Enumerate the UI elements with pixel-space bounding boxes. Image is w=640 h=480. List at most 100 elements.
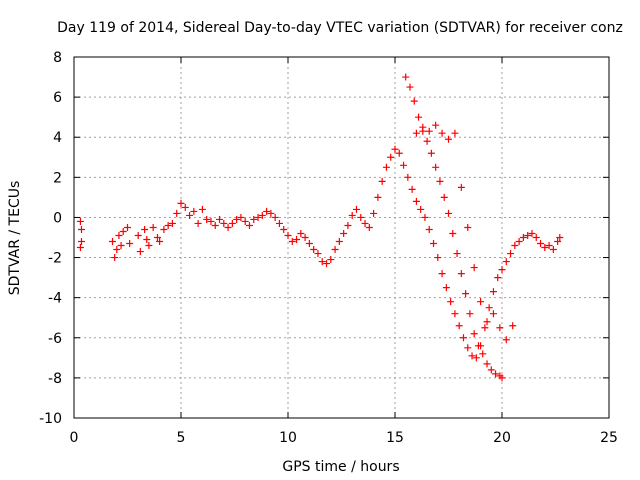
data-point-marker [134,231,142,239]
y-tick-label: 6 [53,90,62,106]
data-point-marker [241,217,249,225]
data-point-marker [145,242,153,250]
data-point-marker [402,73,410,81]
data-point-marker [327,256,335,264]
data-point-marker [427,149,435,157]
data-point-marker [532,234,540,241]
data-point-marker [415,113,423,121]
data-point-marker [457,270,465,278]
y-tick-label: -8 [48,371,62,387]
data-point-marker [156,238,164,246]
data-point-marker [421,213,429,221]
data-point-marker [466,310,474,318]
data-point-marker [271,213,279,221]
data-point-marker [434,254,442,262]
data-point-marker [524,231,532,239]
data-point-marker [220,219,228,227]
data-point-marker [391,145,399,153]
chart-title: Day 119 of 2014, Sidereal Day-to-day VTE… [57,20,623,36]
data-point-marker [507,250,515,258]
data-point-marker [438,129,446,137]
data-point-marker [404,173,412,181]
data-point-marker [387,153,395,161]
data-point-marker [318,258,326,266]
data-point-marker [305,240,313,248]
plot-frame [73,56,610,419]
y-tick-label: 8 [53,50,62,66]
data-point-marker [496,324,504,332]
data-point-marker [280,225,288,233]
data-point-marker [440,193,448,201]
data-point-marker [436,177,444,185]
data-point-marker [537,240,545,248]
data-point-marker [177,199,185,207]
data-point-marker [186,211,194,219]
data-point-marker [554,238,562,246]
data-point-marker [412,129,420,137]
data-point-marker [483,360,491,368]
data-point-marker [143,236,151,244]
data-point-marker [541,244,549,252]
data-point-marker [382,163,390,171]
data-point-marker [258,211,266,219]
data-point-marker [412,197,420,205]
data-point-marker [76,217,84,225]
data-point-marker [498,266,506,274]
data-point-marker [477,298,485,306]
data-point-marker [406,83,414,91]
data-point-marker [233,215,241,223]
data-point-marker [487,366,495,374]
data-point-marker [181,203,189,211]
data-point-marker [141,225,149,233]
y-axis-label: SDTVAR / TECUs [7,181,23,296]
data-point-marker [370,209,378,217]
data-point-marker [361,219,369,227]
data-point-marker [545,242,553,250]
data-point-marker [357,213,365,221]
data-point-marker [494,274,502,282]
data-point-marker [451,129,459,137]
data-point-marker [153,234,161,241]
data-points [76,73,564,382]
data-point-marker [250,215,258,223]
data-point-marker [77,225,85,233]
data-point-marker [288,238,296,246]
data-point-marker [470,330,478,338]
data-point-marker [445,209,452,217]
data-point-marker [509,322,517,330]
data-point-marker [464,223,472,231]
data-point-marker [400,161,408,169]
data-point-marker [301,234,309,241]
data-point-marker [425,127,433,135]
y-tick-label: -2 [48,251,62,267]
data-point-marker [423,137,431,145]
data-point-marker [254,213,262,221]
data-point-marker [164,221,172,229]
data-point-marker [216,215,224,223]
data-point-marker [528,229,536,237]
data-point-marker [438,270,446,278]
data-point-marker [194,219,202,227]
data-point-marker [430,240,438,248]
data-point-marker [198,205,206,213]
y-tick-label: -10 [39,411,62,427]
data-point-marker [126,240,134,248]
data-point-marker [468,352,476,360]
data-point-marker [515,238,523,246]
data-point-marker [556,234,564,241]
data-point-marker [492,370,500,378]
data-point-marker [207,217,215,225]
data-point-marker [457,183,465,191]
data-point-marker [115,231,123,239]
data-point-marker [489,288,497,296]
data-point-marker [297,229,305,237]
data-point-marker [459,334,467,342]
y-tick-label: 0 [53,210,62,226]
x-axis-label: GPS time / hours [282,459,399,475]
data-point-marker [340,229,348,237]
data-point-marker [293,236,301,244]
data-point-marker [479,350,487,358]
x-tick-label: 0 [70,430,79,446]
data-point-marker [447,298,455,306]
